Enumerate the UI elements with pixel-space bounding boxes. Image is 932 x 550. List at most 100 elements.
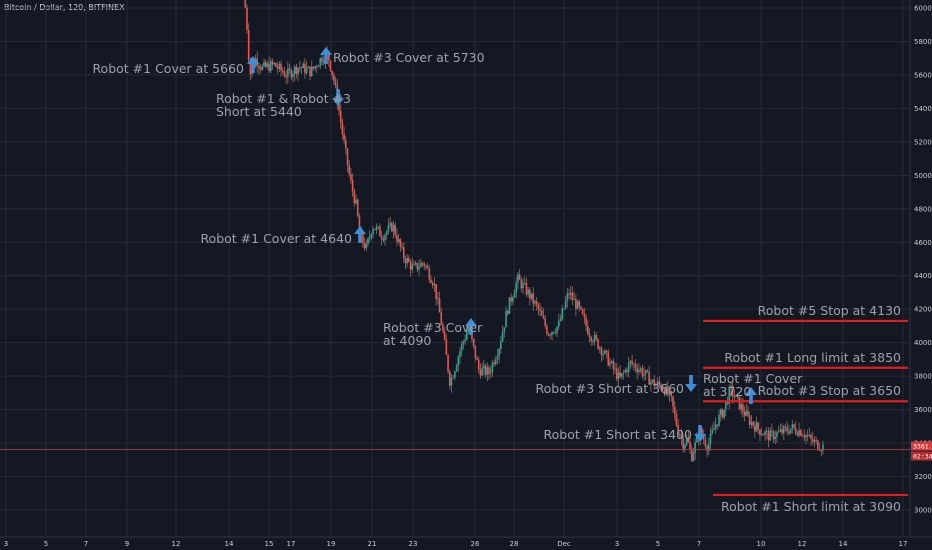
arrow-up-icon (320, 47, 332, 64)
candle-body (612, 361, 615, 369)
candle-body (517, 274, 519, 283)
candle-body (278, 63, 281, 69)
candle-body (777, 431, 780, 433)
candle-body (774, 437, 777, 440)
candle-body (455, 366, 458, 372)
candle-body (339, 110, 342, 123)
candle-body (789, 428, 792, 434)
candle-body (472, 338, 475, 346)
candle-body (462, 341, 465, 344)
candle-body (394, 224, 397, 236)
candle-body (592, 341, 594, 342)
candle-body (610, 361, 613, 363)
arrow-up-icon (247, 56, 259, 73)
candle-body (701, 428, 703, 437)
order-level-label: Robot #1 Long limit at 3850 (724, 350, 901, 365)
candle-body (305, 67, 308, 74)
candle-body (467, 327, 470, 333)
candle-body (304, 63, 306, 74)
candle-body (578, 301, 581, 307)
candle-body (615, 368, 618, 380)
candle-body (650, 381, 652, 385)
candle-body (776, 432, 778, 438)
candle-body (614, 368, 616, 370)
candle-body (779, 429, 782, 432)
candle-body (244, 0, 247, 8)
candle-body (338, 104, 340, 111)
candle-body (694, 442, 696, 454)
candle-body (505, 311, 507, 328)
candle-body (800, 430, 802, 436)
candle-body (796, 433, 799, 436)
candle-body (333, 74, 335, 81)
candle-body (322, 62, 325, 63)
candle-body (576, 301, 579, 309)
candle-body (627, 362, 630, 372)
candle-body (419, 262, 422, 268)
candle-body (418, 267, 420, 270)
candle-body (307, 66, 310, 68)
x-tick-label: 7 (697, 540, 701, 548)
candle-body (423, 263, 426, 266)
candle-body (518, 274, 521, 280)
candle-body (498, 348, 500, 357)
candle-body (246, 7, 248, 30)
candle-body (716, 424, 719, 426)
candle-body (310, 66, 313, 77)
candle-body (742, 404, 744, 412)
candle-body (488, 367, 490, 374)
candle-body (476, 358, 478, 360)
x-tick-label: Dec (557, 540, 571, 548)
candle-body (765, 431, 768, 432)
candle-body (346, 148, 349, 166)
candle-body (626, 369, 628, 372)
candle-body (670, 391, 673, 397)
candle-body (382, 238, 385, 241)
y-tick-label: 3200.0 (914, 473, 932, 481)
candle-body (719, 409, 722, 415)
x-tick-label: 26 (471, 540, 480, 548)
candle-body (426, 266, 429, 269)
candle-body (264, 61, 267, 67)
candle-body (554, 332, 557, 334)
y-tick-label: 3800.0 (914, 373, 932, 381)
candle-body (384, 235, 386, 241)
candle-body (489, 372, 492, 374)
candle-body (588, 334, 591, 338)
candle-body (379, 226, 381, 237)
candle-body (389, 222, 391, 226)
candle-body (658, 381, 661, 385)
candle-body (692, 453, 695, 461)
candle-body (655, 384, 657, 386)
candle-body (600, 347, 603, 356)
candle-body (631, 360, 633, 365)
candle-body (259, 67, 262, 70)
candle-body (443, 331, 446, 340)
candle-body (597, 338, 599, 349)
candle-body (515, 282, 518, 293)
candle-body (401, 246, 403, 248)
x-tick-label: 14 (225, 540, 234, 548)
candle-body (794, 427, 797, 434)
candle-body (551, 332, 553, 336)
x-tick-label: 17 (899, 540, 908, 548)
candle-body (413, 264, 415, 266)
candle-body (798, 430, 800, 436)
candle-body (801, 435, 804, 437)
candle-body (506, 311, 509, 314)
y-tick-label: 5200.0 (914, 138, 932, 146)
candle-body (380, 236, 383, 239)
candle-body (568, 293, 570, 295)
candle-body (529, 289, 531, 299)
x-tick-label: 5 (656, 540, 660, 548)
candle-body (634, 364, 637, 369)
candle-body (552, 332, 555, 333)
candle-body (605, 350, 608, 353)
x-tick-label: 3 (4, 540, 8, 548)
y-tick-label: 3600.0 (914, 406, 932, 414)
candle-body (689, 442, 691, 450)
candle-body (249, 59, 252, 75)
candle-body (537, 304, 540, 310)
candle-body (569, 292, 572, 295)
